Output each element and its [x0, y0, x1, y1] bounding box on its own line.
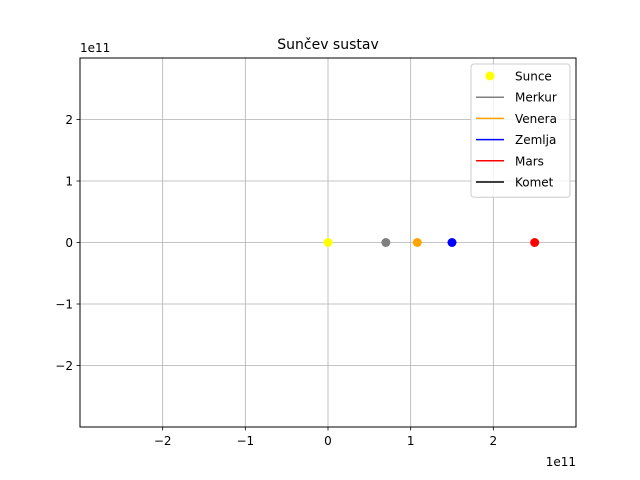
point-merkur	[381, 238, 391, 247]
y-tick-label: −1	[55, 298, 73, 312]
y-tick-label: −2	[55, 359, 73, 373]
chart-title: Sunčev sustav	[277, 37, 379, 53]
point-sunce	[323, 238, 333, 247]
x-axis-ticks: −2 −1 0 1 2	[154, 427, 497, 448]
y-tick-label: 1	[65, 175, 73, 189]
y-axis-offset-label: 1e11	[80, 41, 110, 55]
point-venera	[412, 238, 422, 247]
point-zemlja	[447, 238, 457, 247]
data-points	[323, 238, 540, 247]
x-tick-label: −2	[154, 434, 172, 448]
legend-label-zemlja: Zemlja	[515, 133, 556, 147]
x-tick-label: 0	[324, 434, 332, 448]
y-tick-label: 0	[65, 236, 73, 250]
legend: Sunce Merkur Venera Zemlja Mars Komet	[470, 63, 571, 198]
x-axis-offset-label: 1e11	[546, 455, 576, 469]
y-tick-label: 2	[65, 113, 73, 127]
legend-marker-sunce	[485, 71, 495, 81]
legend-label-venera: Venera	[515, 112, 557, 126]
y-axis-ticks: −2 −1 0 1 2	[55, 113, 80, 373]
x-tick-label: −1	[236, 434, 254, 448]
x-tick-label: 2	[490, 434, 498, 448]
x-tick-label: 1	[407, 434, 415, 448]
legend-label-komet: Komet	[515, 176, 554, 190]
legend-label-mars: Mars	[515, 154, 544, 168]
legend-label-sunce: Sunce	[515, 70, 552, 84]
point-mars	[530, 238, 540, 247]
legend-label-merkur: Merkur	[515, 91, 557, 105]
